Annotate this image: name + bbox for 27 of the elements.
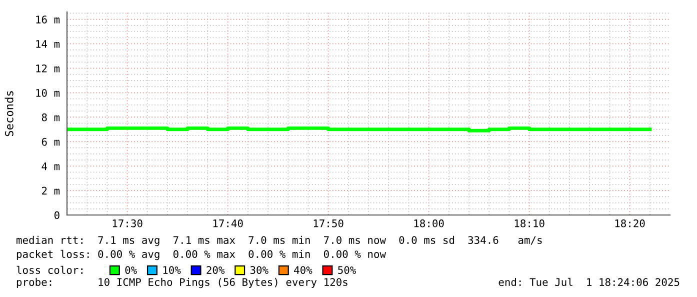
text: probe: 10 ICMP Echo Pings (56 Bytes) every 120s	[16, 278, 348, 288]
legend-label: 10%	[163, 266, 181, 274]
x-tick-label: 18:20	[615, 219, 645, 228]
text: end: Tue Jul 1 18:24:06 2025	[498, 278, 680, 286]
legend-label: 20%	[206, 266, 225, 274]
x-tick-label: 18:00	[414, 219, 444, 228]
y-tick-label: 0	[54, 211, 60, 220]
y-tick-label: 14 m	[36, 40, 60, 48]
y-tick-label: 10 m	[36, 88, 60, 97]
x-tick-label: 17:30	[112, 219, 142, 228]
y-tick-label: 8 m	[42, 113, 60, 122]
y-tick-label: 6 m	[42, 138, 60, 146]
legend-label: 0%	[125, 266, 137, 274]
x-tick-label: 17:50	[314, 219, 344, 228]
legend-label: 30%	[250, 266, 268, 274]
legend-label: 40%	[294, 266, 312, 274]
legend-label: 50%	[338, 266, 356, 274]
text: packet loss: 0.00 % avg 0.00 % max 0.00 % min 0.00 % now	[16, 250, 386, 260]
y-tick-label: 4 m	[42, 162, 60, 170]
y-tick-label: 12 m	[36, 64, 60, 72]
x-tick-label: 17:40	[213, 219, 243, 228]
y-axis-title: Seconds	[4, 91, 14, 136]
legend-title: loss color:	[16, 266, 82, 274]
y-tick-label: 2 m	[42, 186, 60, 195]
text: median rtt: 7.1 ms avg 7.1 ms max 7.0 ms min 7.0 ms now 0.0 ms sd 334.6 am/s	[16, 236, 542, 246]
y-tick-label: 16 m	[36, 16, 60, 24]
x-tick-label: 18:10	[514, 219, 544, 228]
